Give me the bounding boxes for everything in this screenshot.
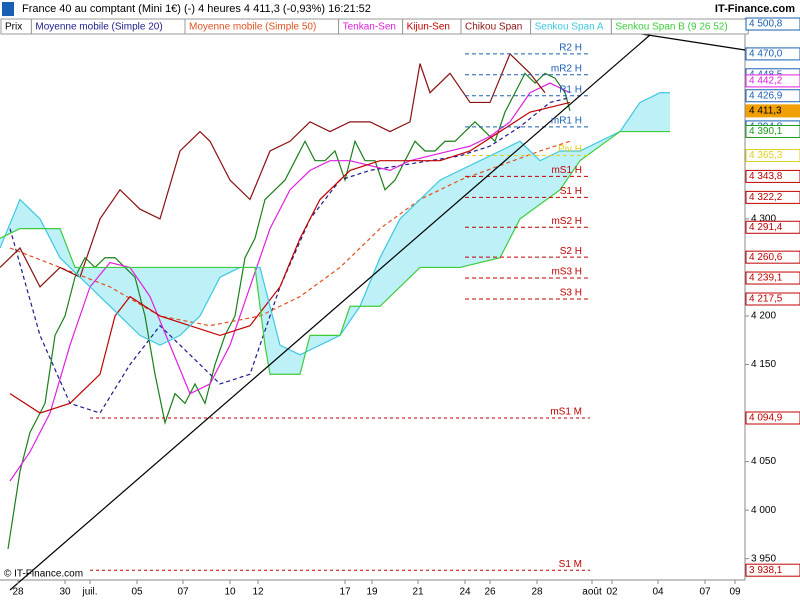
x-tick-label: août: [582, 587, 602, 598]
legend-item: Chikou Span: [465, 22, 522, 33]
legend-item: Senkou Span B (9 26 52): [615, 22, 727, 33]
price-tag-box: [745, 124, 800, 138]
price-tag-box: [745, 220, 800, 234]
y-tick-label: 4 000: [751, 505, 776, 516]
price-tag: 4 343,8: [749, 171, 783, 182]
series-line: [9, 82, 571, 482]
y-tick-label: 4 050: [751, 456, 776, 467]
price-tag-box: [745, 169, 800, 183]
trend-line[interactable]: [9, 34, 651, 591]
price-tag: 4 217,5: [749, 294, 783, 305]
price-tag-box: [745, 411, 800, 425]
series-line: [9, 97, 571, 414]
price-tag: 4 365,3: [749, 150, 783, 161]
x-tick-label: 05: [131, 587, 143, 598]
x-tick-label: 02: [606, 587, 618, 598]
price-tag: 4 322,2: [749, 192, 783, 203]
x-tick-label: 09: [729, 587, 741, 598]
price-tag: 4 390,1: [749, 126, 783, 137]
price-tag-box: [745, 190, 800, 204]
pivot-label: R1 H: [559, 84, 582, 95]
x-tick-label: 28: [531, 587, 543, 598]
pivot-label: mR2 H: [551, 63, 582, 74]
y-tick-label: 4 150: [751, 359, 776, 370]
price-tag: 4 260,6: [749, 252, 783, 263]
pivot-label: mS3 H: [551, 267, 582, 278]
price-tag: 4 239,1: [749, 273, 783, 284]
x-tick-label: 04: [652, 587, 664, 598]
brand: IT-Finance.com: [715, 3, 795, 15]
legend-item: Moyenne mobile (Simple 50): [189, 22, 316, 33]
menu-icon[interactable]: [2, 2, 14, 16]
price-tag-box: [745, 104, 800, 118]
pivot-label: mS1 H: [551, 165, 582, 176]
price-tag: 4 470,0: [749, 49, 783, 60]
x-tick-label: 19: [366, 587, 378, 598]
legend-item: Prix: [5, 22, 22, 33]
x-tick-label: 17: [339, 587, 351, 598]
series-line: [0, 52, 546, 288]
price-tag-box: [745, 292, 800, 306]
legend-item: Kijun-Sen: [407, 22, 450, 33]
x-tick-label: 21: [412, 587, 424, 598]
x-tick-label: 07: [177, 587, 189, 598]
pivot-label: S1 H: [560, 186, 582, 197]
legend-item: Moyenne mobile (Simple 20): [35, 22, 162, 33]
price-tag-box: [745, 250, 800, 264]
price-tag-box: [745, 89, 800, 103]
copyright: © IT-Finance.com: [4, 569, 83, 580]
x-tick-label: 26: [484, 587, 496, 598]
legend-item: Tenkan-Sen: [343, 22, 396, 33]
legend: Prix Moyenne mobile (Simple 20) Moyenne mo…: [0, 18, 749, 35]
y-tick-label: 3 950: [751, 553, 776, 564]
series-line: [9, 101, 571, 414]
chart-title: France 40 au comptant (Mini 1€) (-) 4 he…: [22, 3, 371, 15]
x-tick-label: 28: [12, 587, 24, 598]
price-tag: 4 094,9: [749, 413, 783, 424]
price-tag: 4 500,8: [749, 19, 783, 30]
price-tag: 3 938,1: [749, 565, 783, 576]
pivot-label: mS2 H: [551, 216, 582, 227]
price-tag-box: [745, 17, 800, 31]
x-tick-label: 30: [59, 587, 71, 598]
price-tag-box: [745, 149, 800, 163]
x-tick-label: 12: [252, 587, 264, 598]
price-tag-box: [745, 563, 800, 577]
price-tag: 4 442,2: [749, 76, 783, 87]
pivot-label: S1 M: [559, 559, 582, 570]
series-line: [9, 140, 571, 327]
price-tag: 4 411,3: [749, 106, 782, 117]
x-tick-label: 07: [699, 587, 711, 598]
pivot-label: Piv H: [558, 144, 582, 155]
pivot-label: mS1 M: [550, 407, 582, 418]
pivot-label: mR1 H: [551, 116, 582, 127]
legend-item: Senkou Span A: [535, 22, 604, 33]
y-tick-label: 4 200: [751, 311, 776, 322]
price-tag-box: [745, 74, 800, 88]
pivot-label: S2 H: [560, 246, 582, 257]
x-tick-label: juil.: [81, 587, 97, 598]
price-tag-box: [745, 47, 800, 61]
x-tick-label: 10: [224, 587, 236, 598]
series-line: [0, 130, 670, 375]
pivot-label: R2 H: [559, 43, 582, 54]
series-line: [7, 72, 571, 550]
price-tag: 4 291,4: [749, 222, 783, 233]
price-tag-box: [745, 271, 800, 285]
pivot-label: S3 H: [560, 288, 582, 299]
x-tick-label: 24: [459, 587, 471, 598]
price-tag: 4 426,9: [749, 90, 783, 101]
y-tick-label: 4 300: [751, 214, 776, 225]
